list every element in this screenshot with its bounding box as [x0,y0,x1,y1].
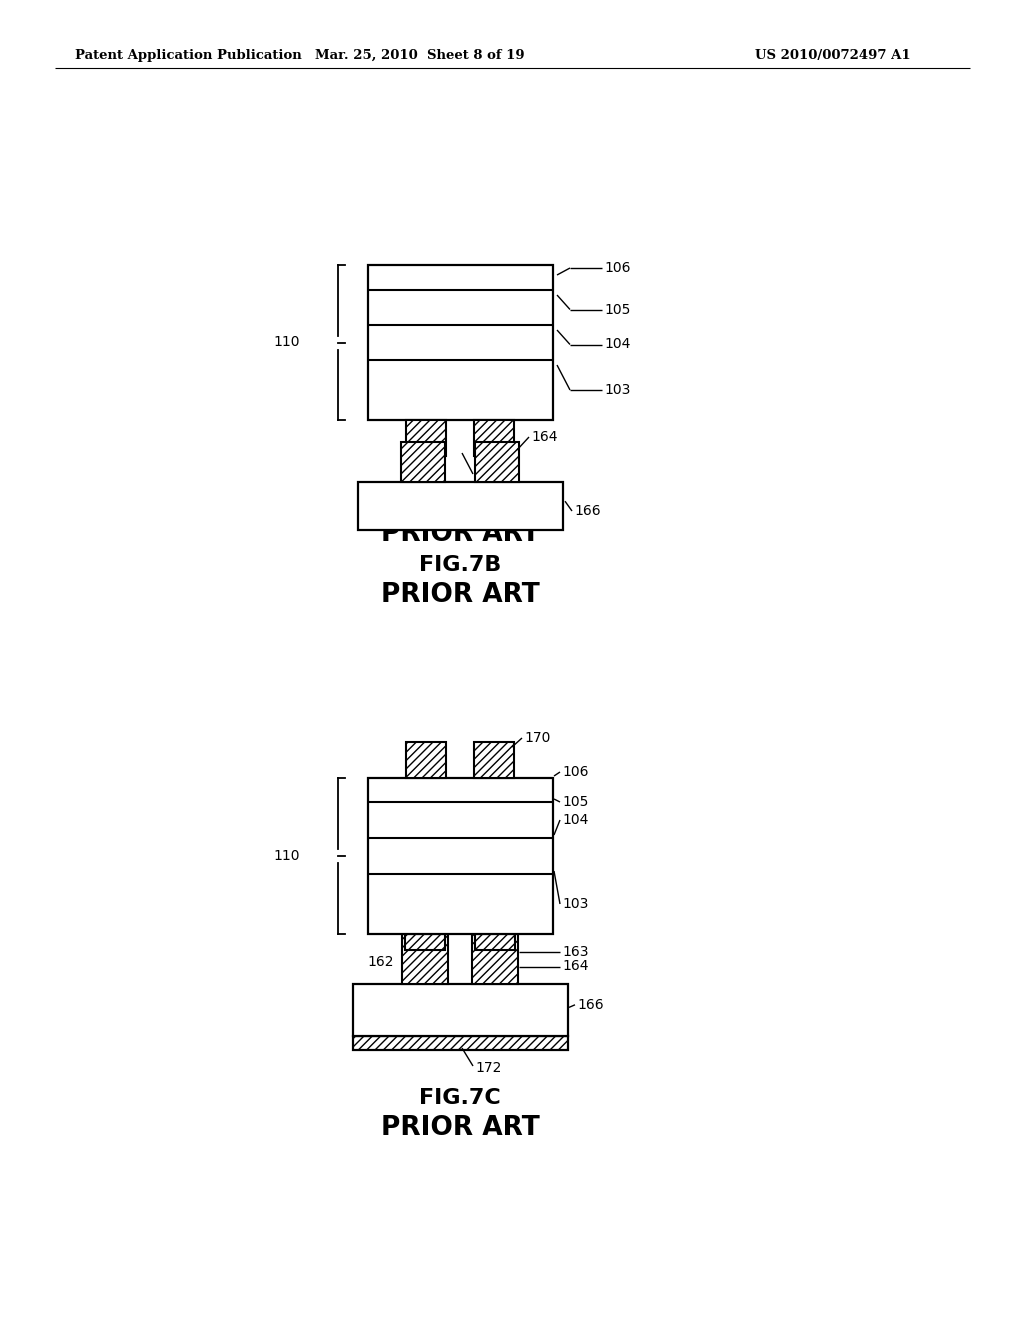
Bar [474,420,514,455]
Bar [472,935,518,983]
Text: FIG.7A: FIG.7A [419,494,502,513]
Bar [475,935,515,950]
Text: 163: 163 [562,945,589,958]
Text: FIG.7C: FIG.7C [419,1088,501,1107]
Text: US 2010/0072497 A1: US 2010/0072497 A1 [755,49,910,62]
Bar [358,482,563,531]
Text: PRIOR ART: PRIOR ART [381,1115,540,1140]
Text: Patent Application Publication: Patent Application Publication [75,49,302,62]
Bar [402,935,449,983]
Bar [353,1036,568,1049]
Text: 105: 105 [604,302,631,317]
Bar [368,777,553,935]
Text: 106: 106 [604,261,631,275]
Text: 110: 110 [273,335,300,350]
Text: 170: 170 [524,731,550,744]
Text: Mar. 25, 2010  Sheet 8 of 19: Mar. 25, 2010 Sheet 8 of 19 [315,49,525,62]
Bar [406,935,445,950]
Text: FIG.7B: FIG.7B [419,554,501,576]
Bar [406,420,446,455]
Text: 104: 104 [562,813,589,828]
Text: 164: 164 [562,960,589,974]
Text: 162: 162 [368,954,394,969]
Text: 166: 166 [577,998,603,1012]
Bar [406,742,446,777]
Bar [353,983,568,1036]
Text: PRIOR ART: PRIOR ART [381,521,540,546]
Text: 110: 110 [273,849,300,863]
Text: 103: 103 [604,383,631,397]
Bar [474,742,514,777]
Bar [368,265,553,420]
Text: 105: 105 [562,795,589,809]
Text: 104: 104 [604,338,631,351]
Text: 172: 172 [475,1061,502,1074]
Text: PRIOR ART: PRIOR ART [381,582,540,609]
Bar [401,442,445,482]
Text: 164: 164 [531,430,557,444]
Text: 103: 103 [562,898,589,911]
Text: 106: 106 [562,766,589,779]
Text: 166: 166 [574,504,601,517]
Bar [475,442,519,482]
Text: 162: 162 [475,467,502,480]
